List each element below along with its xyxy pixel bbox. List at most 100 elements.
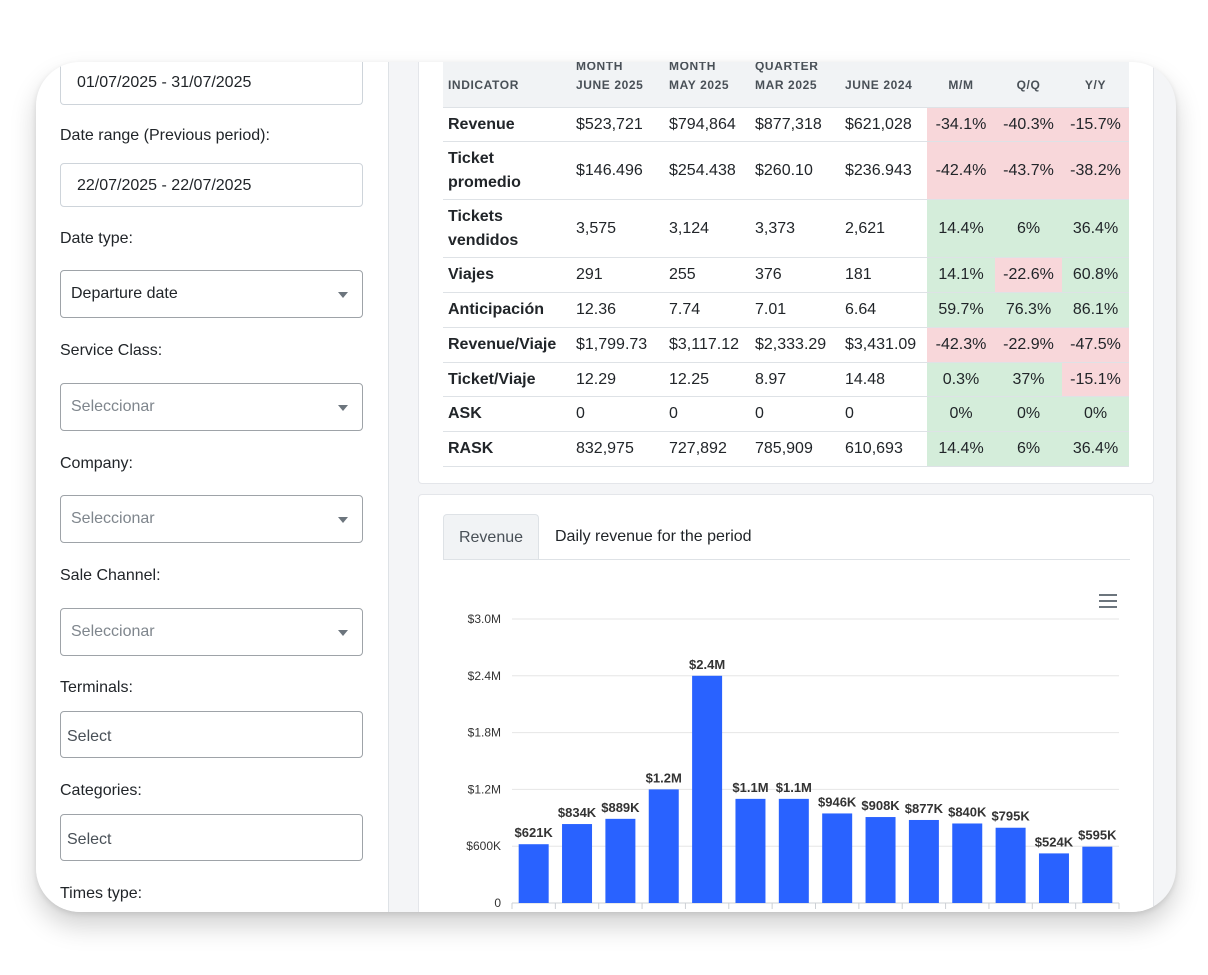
tab-revenue[interactable]: Revenue — [443, 514, 539, 559]
filters-sidebar: 01/07/2025 - 31/07/2025 Date range (Prev… — [36, 62, 389, 912]
value-cell: 12.36 — [571, 292, 664, 328]
value-cell: 0 — [664, 396, 750, 432]
value-cell: $236.943 — [840, 141, 927, 200]
chevron-down-icon — [338, 292, 348, 298]
y-tick-label: 0 — [494, 896, 501, 910]
value-cell: 14.48 — [840, 362, 927, 397]
value-cell: 727,892 — [664, 431, 750, 467]
bar — [952, 823, 983, 903]
indicator-cell: Anticipación — [443, 292, 571, 328]
bar — [562, 824, 593, 903]
indicator-cell: Ticket/Viaje — [443, 362, 571, 397]
data-label: $2.4M — [689, 657, 725, 672]
data-label: $946K — [818, 794, 857, 809]
service-class-placeholder: Seleccionar — [71, 398, 155, 415]
table-row: Ticket promedio $146.496 $254.438 $260.10 $2… — [443, 141, 1129, 200]
header-yy: Y/Y — [1062, 62, 1129, 108]
bar — [908, 819, 939, 903]
indicator-cell: Tickets vendidos — [443, 199, 571, 258]
value-cell: $523,721 — [571, 107, 664, 142]
sale-channel-placeholder: Seleccionar — [71, 623, 155, 640]
change-cell: -42.3% — [927, 327, 995, 363]
value-cell: 181 — [840, 257, 927, 293]
change-cell: -47.5% — [1062, 327, 1129, 363]
header-mm: M/M — [927, 62, 995, 108]
categories-placeholder: Select — [67, 831, 112, 848]
tab-daily-revenue[interactable]: Daily revenue for the period — [555, 528, 752, 545]
value-cell: $3,117.12 — [664, 327, 750, 363]
header-month-june-2025: MONTH JUNE 2025 — [571, 62, 664, 108]
data-label: $795K — [991, 809, 1030, 824]
app-window: 01/07/2025 - 31/07/2025 Date range (Prev… — [36, 62, 1176, 912]
bar — [778, 798, 809, 903]
terminals-input[interactable]: Select — [60, 711, 363, 758]
value-cell: $254.438 — [664, 141, 750, 200]
data-label: $834K — [558, 805, 597, 820]
company-select[interactable]: Seleccionar — [60, 495, 363, 543]
value-cell: 8.97 — [750, 362, 840, 397]
change-cell: -15.1% — [1062, 362, 1129, 397]
previous-date-range-input[interactable]: 22/07/2025 - 22/07/2025 — [60, 163, 363, 207]
terminals-label: Terminals: — [60, 679, 133, 696]
value-cell: 3,124 — [664, 199, 750, 258]
value-cell: 0 — [750, 396, 840, 432]
table-row: Revenue/Viaje $1,799.73 $3,117.12 $2,333.29… — [443, 327, 1129, 363]
change-cell: 86.1% — [1062, 292, 1129, 328]
data-label: $595K — [1078, 828, 1117, 843]
table-row: Tickets vendidos 3,575 3,124 3,373 2,621 14.4… — [443, 199, 1129, 258]
change-cell: -43.7% — [995, 141, 1062, 200]
change-cell: 76.3% — [995, 292, 1062, 328]
change-cell: 36.4% — [1062, 431, 1129, 467]
header-month-may-2025: MONTH MAY 2025 — [664, 62, 750, 108]
change-cell: 60.8% — [1062, 257, 1129, 293]
change-cell: -34.1% — [927, 107, 995, 142]
current-date-range-input[interactable]: 01/07/2025 - 31/07/2025 — [60, 62, 363, 105]
value-cell: 0 — [840, 396, 927, 432]
service-class-label: Service Class: — [60, 342, 163, 359]
revenue-chart-card: Revenue Daily revenue for the period 0 $6… — [418, 494, 1154, 912]
categories-input[interactable]: Select — [60, 814, 363, 861]
table-row: Viajes 291 255 376 181 14.1% -22.6% 60.8% — [443, 257, 1129, 293]
value-cell: 3,575 — [571, 199, 664, 258]
previous-range-label: Date range (Previous period): — [60, 127, 270, 144]
value-cell: $2,333.29 — [750, 327, 840, 363]
chevron-down-icon — [338, 630, 348, 636]
kpi-table-card: INDICATOR MONTH JUNE 2025 MONTH MAY 2025 Q… — [418, 62, 1154, 484]
date-type-select[interactable]: Departure date — [60, 270, 363, 318]
value-cell: $794,864 — [664, 107, 750, 142]
chevron-down-icon — [338, 517, 348, 523]
data-label: $1.2M — [646, 770, 682, 785]
service-class-select[interactable]: Seleccionar — [60, 383, 363, 431]
chevron-down-icon — [338, 405, 348, 411]
bar — [995, 827, 1026, 903]
data-label: $621K — [515, 825, 554, 840]
value-cell: $146.496 — [571, 141, 664, 200]
company-placeholder: Seleccionar — [71, 510, 155, 527]
terminals-placeholder: Select — [67, 728, 112, 745]
change-cell: 14.4% — [927, 199, 995, 258]
value-cell: 7.74 — [664, 292, 750, 328]
change-cell: -22.9% — [995, 327, 1062, 363]
value-cell: 832,975 — [571, 431, 664, 467]
bar — [1082, 846, 1113, 903]
value-cell: 785,909 — [750, 431, 840, 467]
y-tick-label: $1.2M — [468, 782, 501, 796]
value-cell: 12.29 — [571, 362, 664, 397]
table-row: Revenue $523,721 $794,864 $877,318 $621,028-… — [443, 107, 1129, 142]
value-cell: $877,318 — [750, 107, 840, 142]
categories-label: Categories: — [60, 782, 142, 799]
chart-tabs: Revenue Daily revenue for the period — [443, 514, 1130, 560]
change-cell: 14.4% — [927, 431, 995, 467]
change-cell: -15.7% — [1062, 107, 1129, 142]
value-cell: 610,693 — [840, 431, 927, 467]
value-cell: 291 — [571, 257, 664, 293]
previous-date-range-value: 22/07/2025 - 22/07/2025 — [77, 177, 252, 194]
y-tick-label: $2.4M — [468, 669, 501, 683]
sale-channel-select[interactable]: Seleccionar — [60, 608, 363, 656]
hamburger-menu-icon[interactable] — [1098, 593, 1118, 609]
change-cell: 0% — [927, 396, 995, 432]
change-cell: 37% — [995, 362, 1062, 397]
change-cell: 0% — [1062, 396, 1129, 432]
revenue-bar-chart: 0 $600K $1.2M $1.8M $2.4M $3.0M $621K $834K $889… — [466, 612, 1120, 910]
table-row: Ticket/Viaje 12.29 12.25 8.97 14.48 0.3% 37% -1… — [443, 362, 1129, 397]
